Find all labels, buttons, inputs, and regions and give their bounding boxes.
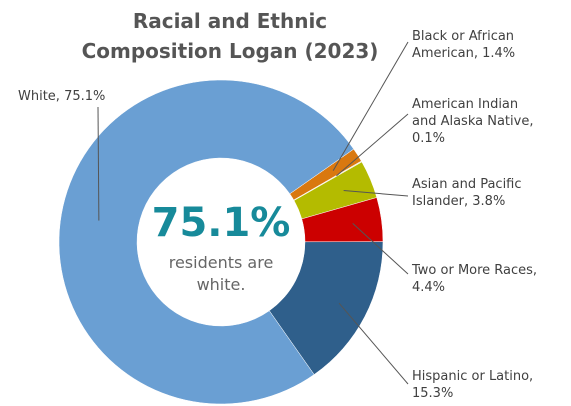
slice-label: Hispanic or Latino, 15.3% [412,369,534,401]
leader-line [97,106,100,221]
slice-label: White, 75.1% [18,89,106,104]
center-text: residents are white. [168,253,274,294]
chart-title: Racial and Ethnic Composition Logan (202… [81,9,379,63]
leader-line [343,190,409,197]
slice-label: Black or African American, 1.4% [412,29,516,61]
pie-slice [58,79,355,405]
leader-line [352,223,409,275]
leader-line [338,302,409,385]
slice-label: Asian and Pacific Islander, 3.8% [412,177,522,209]
leader-line [336,113,409,177]
center-value: 75.1% [151,200,291,246]
slice-label: Two or More Races, 4.4% [412,263,538,295]
leader-line [332,41,409,171]
slice-label: American Indian and Alaska Native, 0.1% [412,97,534,146]
